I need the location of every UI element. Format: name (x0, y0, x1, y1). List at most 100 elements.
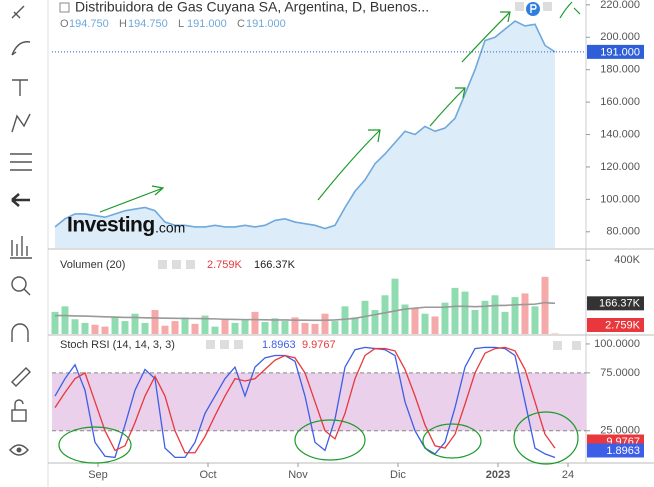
tool-lock-draw[interactable] (11, 367, 31, 387)
stoch-line (54, 346, 556, 459)
volume-bar (471, 310, 479, 334)
volume-bar (71, 319, 79, 334)
annotation-arrow (461, 11, 511, 63)
x-tick-label: Sep (88, 469, 108, 481)
volume-bar (551, 333, 559, 334)
volume-bar (271, 318, 279, 334)
header-icons (59, 2, 581, 350)
last-value-box (587, 296, 644, 311)
last-value-box (587, 318, 644, 332)
y-tick-label: 100.0000 (594, 338, 640, 350)
tool-line[interactable] (11, 5, 25, 19)
last-value-label: 2.759K (605, 319, 641, 331)
pane-icon[interactable] (220, 340, 229, 349)
header-icon[interactable] (543, 2, 552, 11)
last-value-box (587, 443, 644, 458)
ohlc-value: 191.000 (187, 18, 227, 30)
last-value-box (587, 44, 644, 59)
tool-back[interactable] (11, 193, 30, 207)
x-tick-label: Dic (390, 469, 406, 481)
volume-bar (61, 306, 69, 334)
tool-pattern[interactable] (11, 113, 31, 133)
tool-brush[interactable] (11, 41, 31, 56)
volume-bar (201, 315, 209, 334)
x-tick-label: Nov (288, 469, 308, 481)
y-tick-label: 80.000 (606, 226, 640, 238)
volume-bar (301, 322, 309, 334)
annotation-arrow (317, 129, 381, 201)
volume-bar (181, 317, 189, 334)
ohlc-value: 191.000 (246, 18, 286, 30)
tool-measure[interactable] (10, 236, 32, 259)
pane-title: Stoch RSI (14, 14, 3, 3) (60, 339, 175, 351)
annotation-circle (422, 423, 482, 459)
last-value-label: 166.37K (599, 298, 641, 310)
legend-value: 9.9767 (302, 339, 336, 351)
header-icon[interactable] (515, 2, 524, 11)
ohlc-key: C (237, 18, 245, 30)
volume-bar (421, 313, 429, 334)
volume-bar (111, 317, 119, 334)
volume-bar (241, 320, 249, 334)
volume-bar (231, 322, 239, 334)
volume-bar (321, 313, 329, 334)
legend-value: 166.37K (254, 259, 296, 271)
volume-bar (261, 322, 269, 334)
tool-zoom-handle[interactable] (23, 288, 31, 296)
tool-eye[interactable] (9, 444, 29, 456)
tool-fib[interactable] (10, 153, 32, 171)
volume-bar (81, 322, 89, 334)
y-tick-label: 220.000 (600, 0, 640, 11)
volume-bar (431, 316, 439, 334)
volume-bar (451, 287, 459, 334)
price-area (55, 21, 555, 248)
last-value-label: 1.8963 (606, 445, 640, 457)
tool-zoom[interactable] (11, 276, 27, 292)
volume-bar (221, 319, 229, 334)
volume-bar (341, 306, 349, 334)
tool-text[interactable] (12, 79, 28, 96)
volume-bar (531, 306, 539, 334)
stoch-line (54, 346, 556, 454)
volume-bar (151, 310, 159, 334)
volume-ma-line (55, 301, 556, 322)
toolbar (9, 0, 49, 487)
volume-bar (491, 295, 499, 334)
volume-bar (461, 291, 469, 334)
x-tick-label: 2023 (486, 469, 510, 481)
pane-icon[interactable] (553, 341, 562, 350)
legend-value: 2.759K (207, 259, 243, 271)
legend-value: 1.8963 (262, 339, 296, 351)
volume-bar (391, 278, 399, 334)
volume-bar (541, 276, 549, 334)
ohlc-key: H (119, 18, 127, 30)
tool-magnet[interactable] (11, 323, 29, 342)
watermark: Investing (67, 214, 155, 237)
hand-annotations (58, 1, 581, 465)
pane-icon[interactable] (172, 260, 181, 269)
volume-bar (351, 317, 359, 334)
volume-bar (411, 308, 419, 334)
tool-lock-shackle[interactable] (14, 399, 24, 410)
y-tick-label: 25.0000 (600, 425, 640, 437)
collapse-box[interactable] (59, 2, 70, 13)
pane-icon[interactable] (186, 260, 195, 269)
volume-bar (191, 323, 199, 334)
volume-bar (381, 295, 389, 334)
y-tick-label: 180.000 (600, 64, 640, 76)
y-tick-label: 200.000 (600, 31, 640, 43)
annotation-circle (513, 411, 579, 465)
volume-bar (251, 311, 259, 334)
tool-lock[interactable] (11, 409, 27, 422)
pane-icon[interactable] (206, 340, 215, 349)
pane-icon[interactable] (158, 260, 167, 269)
volume-bar (311, 323, 319, 334)
annotation-circle (58, 426, 132, 464)
volume-bar (101, 326, 109, 334)
pane-icon[interactable] (234, 340, 243, 349)
volume-bar (481, 300, 489, 334)
pane-icon[interactable] (572, 341, 581, 350)
chart-title: Distribuidora de Gas Cuyana SA, Argentin… (75, 0, 429, 15)
volume-bar (211, 326, 219, 334)
price-line (54, 20, 556, 230)
